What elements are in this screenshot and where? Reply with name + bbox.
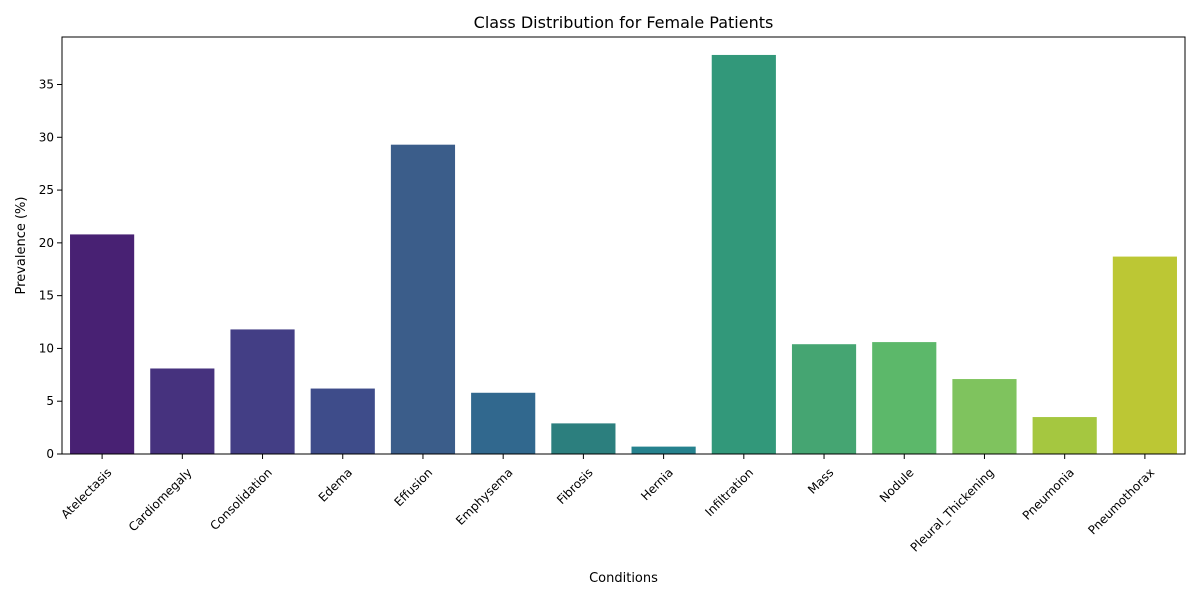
bar-consolidation (230, 329, 295, 454)
x-tick-label: Cardiomegaly (126, 465, 195, 534)
bar-hernia (631, 446, 696, 454)
bar-pneumothorax (1112, 256, 1177, 454)
bar-edema (310, 388, 375, 454)
bar-infiltration (711, 54, 776, 454)
bar-emphysema (471, 392, 536, 454)
x-tick-label: Effusion (391, 465, 435, 509)
x-tick-label: Infiltration (702, 465, 756, 519)
y-axis-ticks: 0 5 10 15 20 25 30 35 (39, 78, 62, 461)
y-tick-label: 20 (39, 236, 54, 250)
y-tick-label: 25 (39, 183, 54, 197)
y-tick-label: 15 (39, 289, 54, 303)
x-tick-label: Pneumothorax (1085, 465, 1157, 537)
x-tick-label: Fibrosis (554, 465, 596, 507)
x-tick-label: Consolidation (207, 465, 275, 533)
y-tick-label: 35 (39, 78, 54, 92)
x-tick-label: Pleural_Thickening (908, 465, 997, 554)
y-axis-label: Prevalence (%) (14, 197, 29, 295)
x-tick-label: Pneumonia (1020, 465, 1077, 522)
x-tick-label: Edema (316, 465, 355, 504)
bar-cardiomegaly (150, 368, 215, 454)
bars-layer (70, 54, 1177, 454)
bar-effusion (390, 144, 456, 454)
x-axis-label: Conditions (589, 571, 658, 586)
plot-frame (61, 36, 1186, 455)
bar-atelectasis (70, 234, 135, 454)
y-tick-label: 30 (39, 130, 54, 144)
x-axis-ticks: Atelectasis Cardiomegaly Consolidation Edem… (58, 454, 1157, 555)
y-tick-label: 5 (46, 394, 54, 408)
x-tick-label: Emphysema (453, 465, 515, 527)
x-tick-label: Hernia (638, 465, 676, 503)
x-tick-label: Atelectasis (58, 465, 114, 521)
bar-pleural-thickening (952, 379, 1017, 454)
bar-mass (791, 344, 857, 454)
y-tick-label: 0 (46, 447, 54, 461)
bar-fibrosis (551, 423, 616, 454)
chart-title: Class Distribution for Female Patients (474, 13, 774, 32)
x-tick-label: Nodule (877, 465, 917, 505)
y-tick-label: 10 (39, 341, 54, 355)
bar-pneumonia (1032, 417, 1097, 454)
bar-nodule (872, 342, 937, 454)
x-tick-label: Mass (805, 465, 836, 496)
